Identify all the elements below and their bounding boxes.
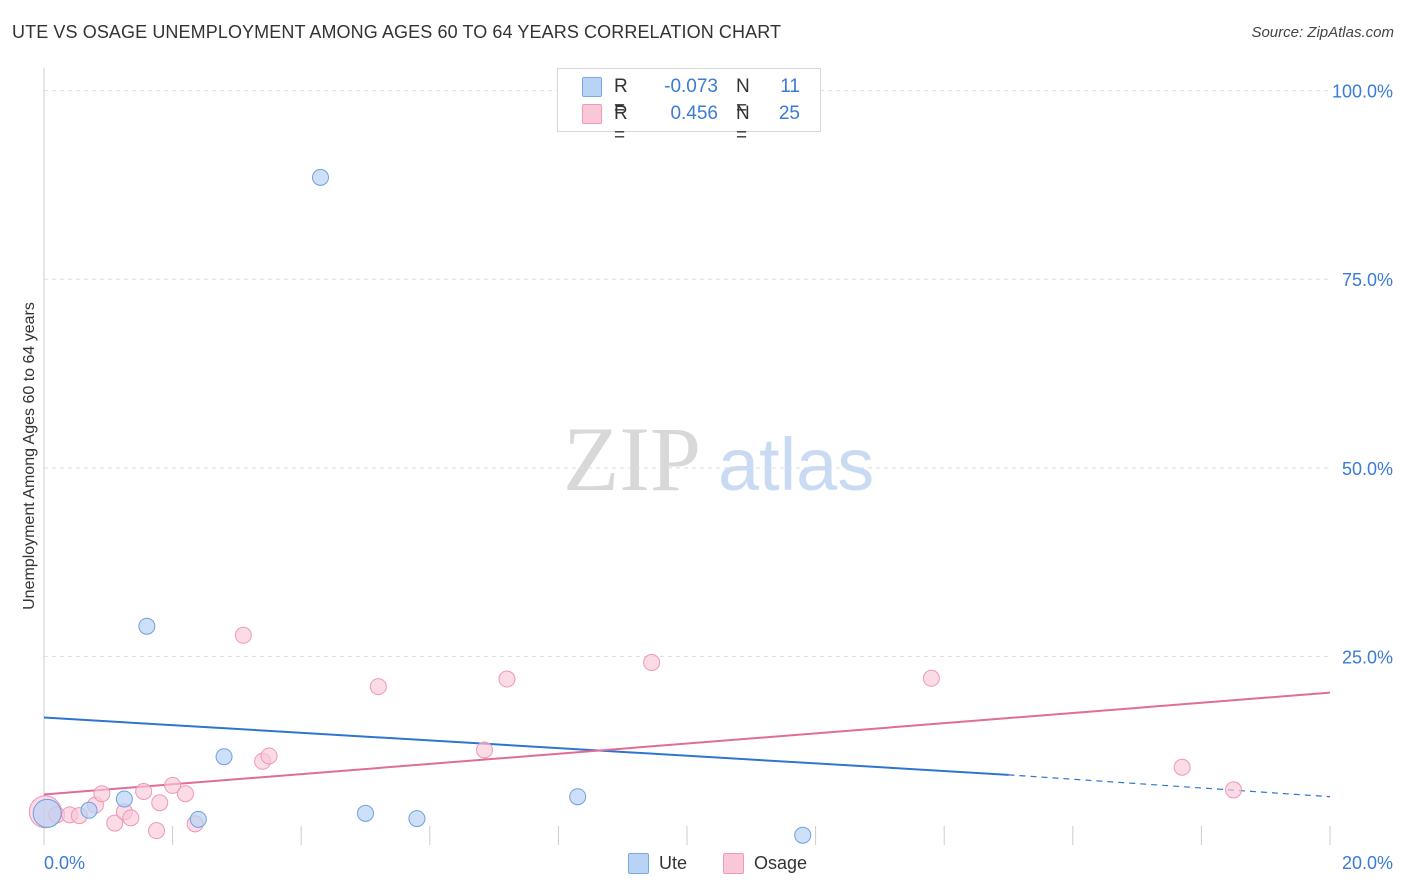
correlation-legend: R = -0.073 N = 11 R = 0.456 N = 25: [557, 68, 821, 146]
r-label: R =: [614, 103, 628, 146]
ute-point: [138, 617, 156, 635]
ute-point: [569, 788, 587, 806]
x-tick-label: 0.0%: [44, 853, 85, 873]
watermark: ZIP atlas: [563, 408, 874, 510]
osage-point: [1173, 758, 1191, 776]
osage-point: [148, 822, 166, 840]
osage-point: [369, 678, 387, 696]
osage-point: [922, 669, 940, 687]
scatter-points: [28, 168, 1243, 844]
grid: [44, 90, 1330, 657]
osage-point: [1225, 781, 1243, 799]
osage-point: [234, 626, 252, 644]
watermark-atlas: atlas: [718, 423, 874, 506]
ute-trend-extension: [1008, 774, 1331, 798]
ute-point: [215, 748, 233, 766]
osage-point: [643, 653, 661, 671]
ute-point: [189, 810, 207, 828]
osage-point: [164, 776, 182, 794]
r-label: R =: [614, 76, 628, 119]
ute-point: [32, 798, 62, 828]
y-axis-label: Unemployment Among Ages 60 to 64 years: [21, 302, 38, 610]
source-label: Source: ZipAtlas.com: [1251, 24, 1394, 41]
osage-point: [93, 785, 111, 803]
r-value: -0.073: [664, 76, 718, 97]
chart-title: UTE VS OSAGE UNEMPLOYMENT AMONG AGES 60 …: [12, 22, 782, 42]
osage-swatch: [723, 853, 744, 874]
n-value: 25: [778, 103, 800, 124]
osage-point: [498, 670, 516, 688]
legend-label-ute: Ute: [659, 853, 688, 873]
ute-point: [794, 826, 812, 844]
ute-swatch: [628, 853, 649, 874]
y-tick-label: 50.0%: [1342, 459, 1393, 479]
ute-point: [115, 790, 133, 808]
ute-trend-line: [43, 716, 1009, 776]
ute-point: [408, 810, 426, 828]
ute-point: [80, 801, 98, 819]
osage-point: [151, 794, 169, 812]
y-tick-label: 100.0%: [1332, 82, 1393, 102]
osage-point: [135, 782, 153, 800]
osage-point: [122, 809, 140, 827]
ute-point: [357, 804, 374, 822]
osage-point: [106, 814, 124, 832]
x-tick-label: 20.0%: [1342, 853, 1393, 873]
n-label: N =: [736, 76, 750, 119]
osage-trend-line: [43, 691, 1331, 796]
n-value: 11: [780, 76, 800, 97]
watermark-zip: ZIP: [563, 408, 701, 510]
osage-point: [260, 747, 278, 765]
osage-swatch: [582, 104, 602, 124]
y-tick-label: 25.0%: [1342, 647, 1393, 667]
tick-labels: 25.0% 50.0% 75.0% 100.0% 0.0% 20.0%: [44, 82, 1393, 873]
ute-swatch: [582, 77, 602, 97]
osage-point: [475, 741, 493, 759]
legend-label-osage: Osage: [754, 853, 808, 873]
trend-lines: [43, 691, 1331, 798]
n-label: N =: [736, 103, 750, 146]
ute-point: [311, 168, 329, 186]
y-tick-label: 75.0%: [1342, 270, 1393, 290]
axes: [43, 68, 1331, 845]
r-value: 0.456: [670, 103, 718, 124]
osage-point: [176, 785, 194, 803]
